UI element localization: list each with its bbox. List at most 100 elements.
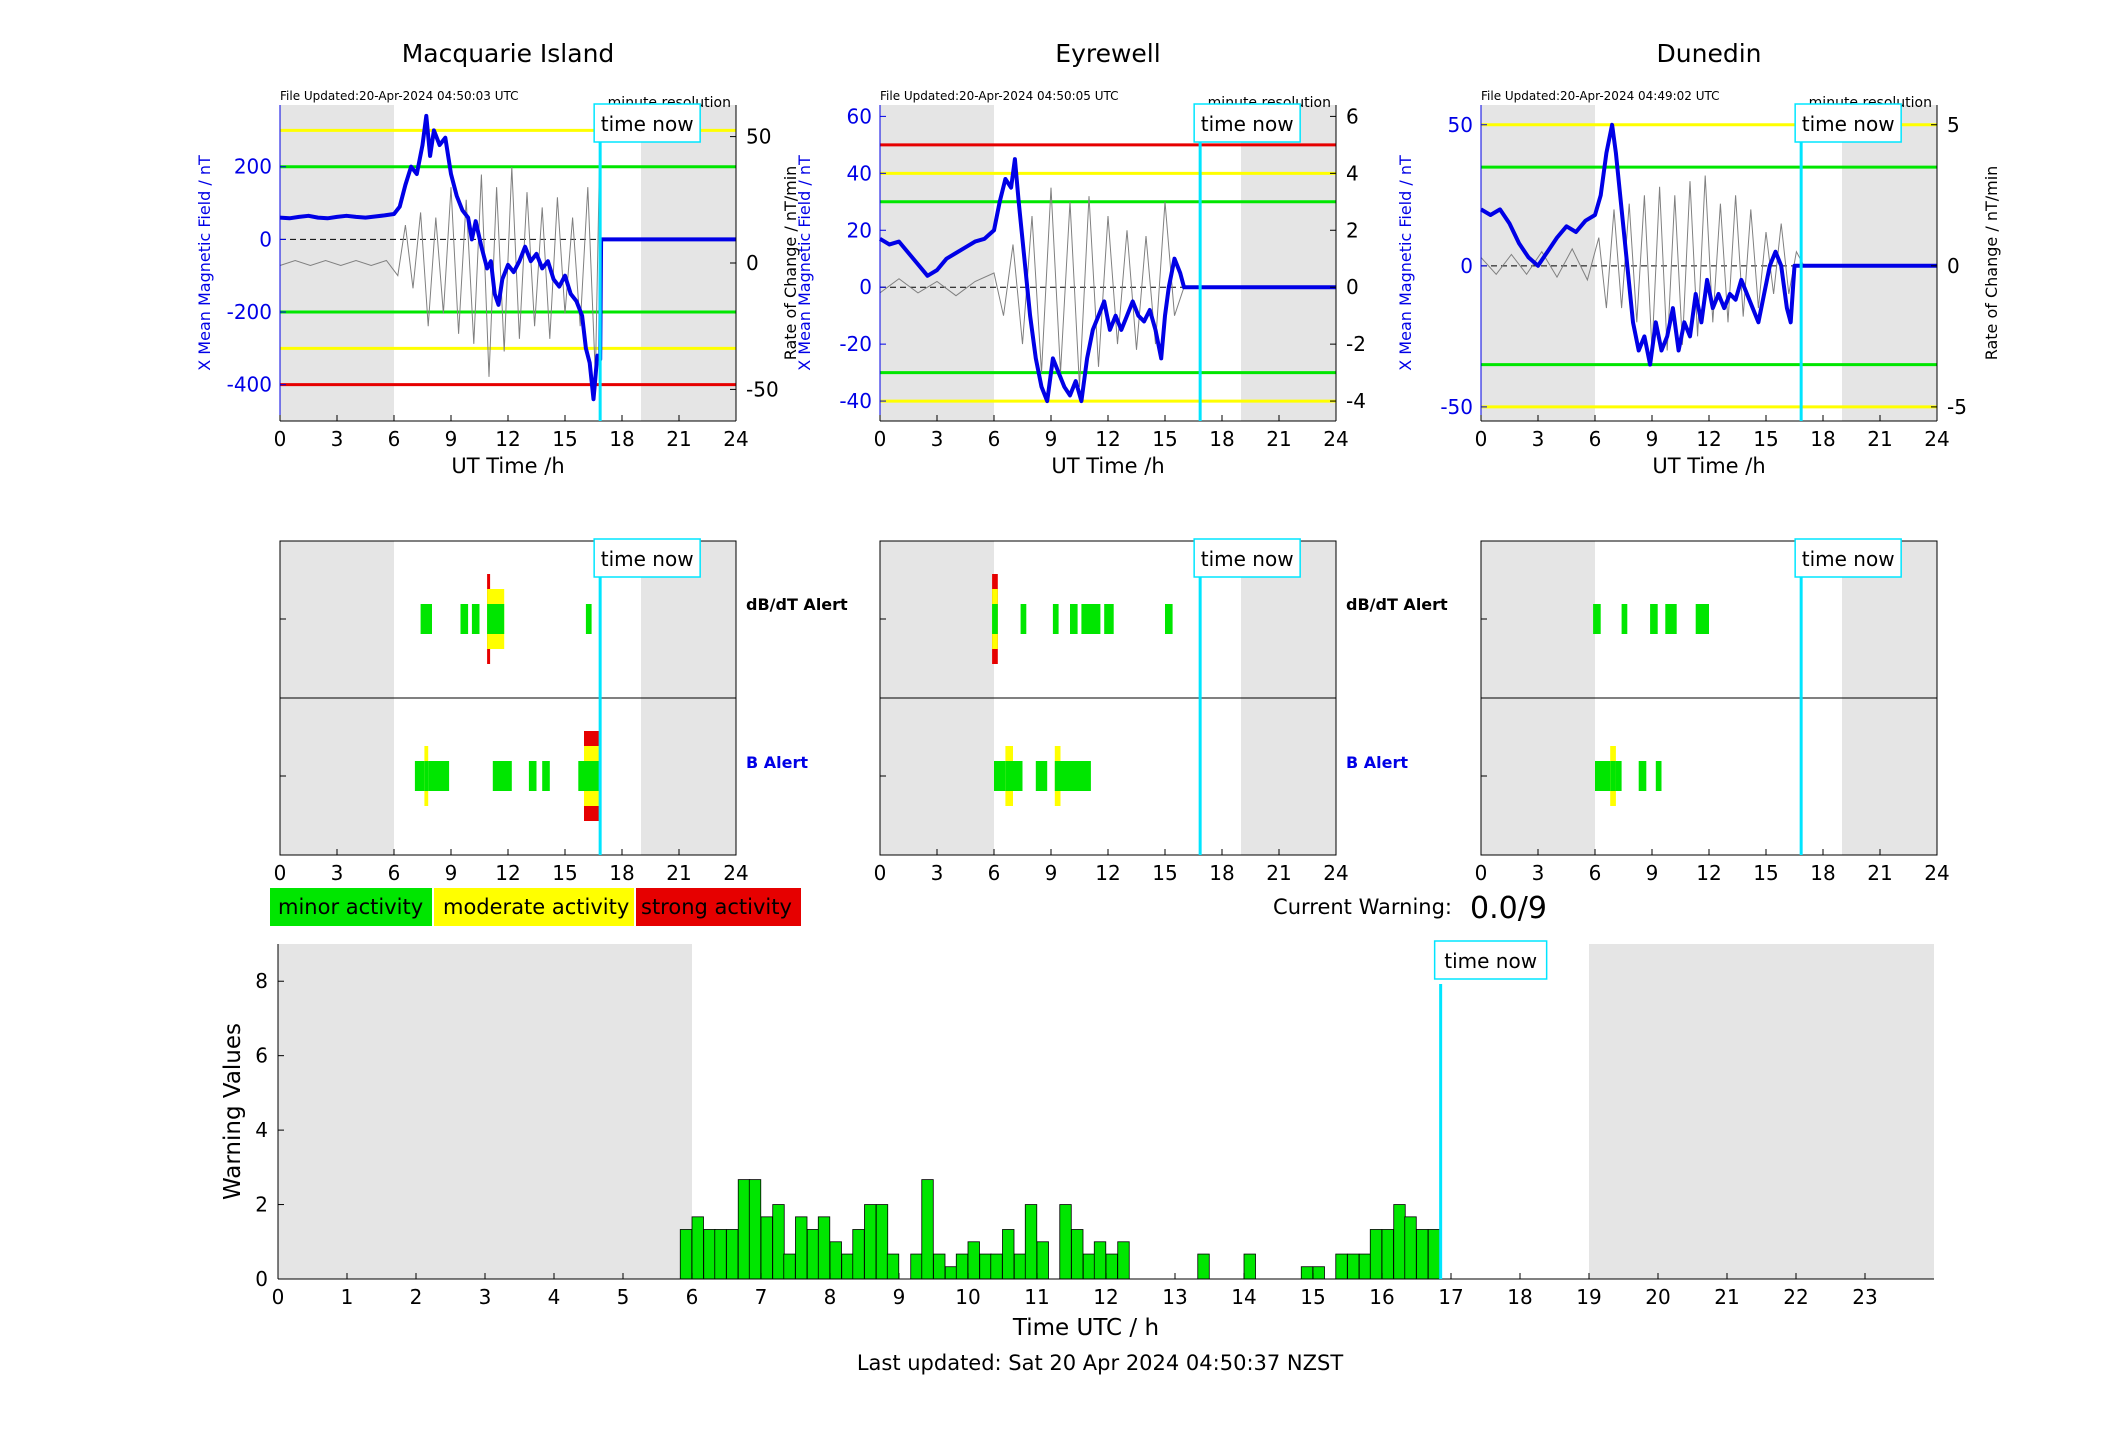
y2-axis-label: Rate of Change / nT/min: [1982, 166, 2001, 361]
warning-bar: [703, 1229, 716, 1280]
legend-minor-swatch: [270, 888, 432, 926]
current-warning-value: 0.0/9: [1470, 891, 1547, 926]
warning-x-tick-label: 9: [893, 1285, 906, 1309]
dbdt-alert-label: dB/dT Alert: [746, 595, 848, 614]
alert-x-tick-label: 6: [1589, 861, 1602, 885]
warning-bar: [829, 1241, 842, 1280]
b-minor-block: [1054, 761, 1061, 791]
time-now-box: [1193, 103, 1301, 143]
x-tick-label: 21: [1867, 427, 1892, 451]
warning-bar: [967, 1241, 980, 1280]
warning-bar: [714, 1229, 727, 1280]
x-tick-label: 6: [388, 427, 401, 451]
warning-bar: [933, 1253, 946, 1280]
b-minor-block: [528, 761, 537, 791]
x-tick-label: 9: [1045, 427, 1058, 451]
alert-x-tick-label: 12: [1095, 861, 1120, 885]
x-tick-label: 24: [1323, 427, 1348, 451]
b-alert-label: B Alert: [746, 753, 808, 772]
y2-tick-label: 2: [1346, 218, 1359, 242]
b-minor-block: [1035, 761, 1048, 791]
station-panel-0: Macquarie Island File Updated:20-Apr-2024…: [195, 39, 848, 885]
b-minor-block: [578, 761, 584, 791]
warning-x-tick-label: 20: [1645, 1285, 1670, 1309]
warning-x-tick-label: 22: [1783, 1285, 1808, 1309]
alert-x-tick-label: 18: [1810, 861, 1835, 885]
x-tick-label: 12: [1696, 427, 1721, 451]
file-updated: File Updated:20-Apr-2024 04:50:05 UTC: [880, 89, 1119, 103]
warning-bar: [1335, 1253, 1348, 1280]
y-tick-label: 200: [234, 155, 272, 179]
warning-bar: [955, 1253, 969, 1280]
dbdt-minor-block: [1621, 604, 1628, 634]
time-now-label: time now: [1802, 112, 1895, 136]
x-tick-label: 0: [874, 427, 887, 451]
b-minor-block: [1610, 761, 1616, 791]
dbdt-minor-block: [992, 604, 998, 634]
station-title: Macquarie Island: [402, 39, 615, 68]
y2-tick-label: -5: [1947, 395, 1967, 419]
y2-tick-label: 5: [1947, 113, 1960, 137]
alert-x-tick-label: 24: [1323, 861, 1348, 885]
y-tick-label: -200: [227, 300, 272, 324]
alert-x-tick-label: 9: [1045, 861, 1058, 885]
x-tick-label: 3: [331, 427, 344, 451]
time-now-label: time now: [601, 112, 694, 136]
b-minor-block: [428, 761, 450, 791]
warning-bar: [979, 1253, 992, 1280]
x-tick-label: 18: [1209, 427, 1234, 451]
time-now-box: [1794, 103, 1902, 143]
x-axis-label: UT Time /h: [1051, 454, 1164, 478]
dbdt-minor-block: [1665, 604, 1677, 634]
b-minor-block: [542, 761, 550, 791]
warning-bar: [691, 1216, 704, 1280]
warning-x-tick-label: 12: [1093, 1285, 1118, 1309]
y2-tick-label: -2: [1346, 332, 1366, 356]
warning-x-tick-label: 3: [479, 1285, 492, 1309]
alert-x-tick-label: 21: [1266, 861, 1291, 885]
dbdt-minor-block: [1104, 604, 1114, 634]
warning-night-band: [1589, 944, 1934, 1279]
night-band-top: [1241, 105, 1336, 421]
alert-x-tick-label: 3: [1532, 861, 1545, 885]
warning-x-tick-label: 15: [1300, 1285, 1325, 1309]
alert-x-tick-label: 15: [1753, 861, 1778, 885]
file-updated: File Updated:20-Apr-2024 04:49:02 UTC: [1481, 89, 1720, 103]
warning-bar: [1071, 1229, 1084, 1280]
b-minor-block: [1595, 761, 1611, 791]
x-tick-label: 9: [1646, 427, 1659, 451]
magnetic-field-series: [1479, 122, 1937, 367]
alert-x-tick-label: 9: [1646, 861, 1659, 885]
y2-tick-label: -50: [746, 377, 779, 401]
dbdt-minor-block: [1650, 604, 1658, 634]
warning-x-tick-label: 6: [686, 1285, 699, 1309]
x-tick-label: 18: [1810, 427, 1835, 451]
warning-bar: [852, 1229, 865, 1280]
dbdt-minor-block: [487, 604, 491, 634]
warning-bar: [990, 1253, 1003, 1280]
warning-y-tick-label: 4: [255, 1118, 268, 1142]
warning-bar: [1404, 1216, 1417, 1280]
stations-layer: Macquarie Island File Updated:20-Apr-2024…: [195, 39, 2001, 885]
y2-tick-label: 0: [746, 251, 759, 275]
x-tick-label: 12: [1095, 427, 1120, 451]
b-alert-label: B Alert: [1346, 753, 1408, 772]
warning-x-tick-label: 19: [1576, 1285, 1601, 1309]
alert-time-now-box: [1193, 538, 1301, 578]
warning-time-now-box: [1433, 940, 1548, 980]
alert-x-tick-label: 9: [445, 861, 458, 885]
legend-moderate-swatch: [434, 888, 634, 926]
b-minor-block: [994, 761, 1006, 791]
rate-of-change-series: [279, 123, 602, 377]
legend-strong-label: strong activity: [641, 895, 792, 919]
warning-bar: [841, 1253, 854, 1280]
warning-night-band: [278, 944, 692, 1279]
alert-x-tick-label: 6: [388, 861, 401, 885]
alert-time-now-label: time now: [1802, 547, 1895, 571]
y-tick-label: 0: [859, 275, 872, 299]
x-tick-label: 21: [1266, 427, 1291, 451]
y2-tick-label: 6: [1346, 104, 1359, 128]
warning-x-label: Time UTC / h: [1012, 1315, 1159, 1341]
alert-x-tick-label: 0: [874, 861, 887, 885]
night-band-top: [280, 105, 394, 421]
